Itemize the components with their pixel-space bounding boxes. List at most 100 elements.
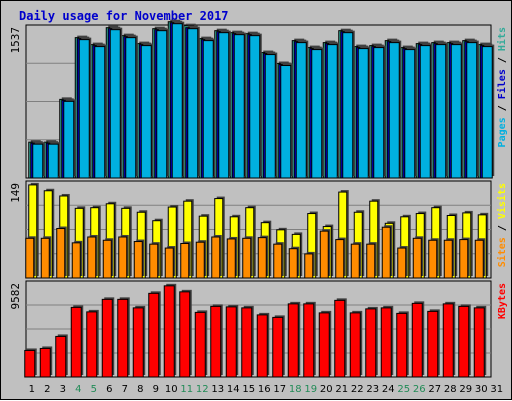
- bar-pages-day-22: [357, 48, 369, 179]
- bar-kbytes-day-18: [287, 303, 299, 378]
- bar-sites-day-26: [412, 237, 422, 279]
- bar-sites-day-4: [71, 242, 81, 279]
- series-legend-middle: Sites / Visits: [496, 183, 508, 267]
- series-legend-bottom: KBytes: [497, 283, 508, 319]
- bar-pages-day-26: [419, 45, 431, 179]
- x-tick-label-day-4: 4: [75, 384, 81, 395]
- bar-kbytes-day-4: [70, 306, 82, 378]
- y-tick-label-bottom: 9582: [9, 283, 22, 310]
- bar-kbytes-day-23: [365, 308, 377, 378]
- x-tick-label-day-11: 11: [180, 384, 193, 395]
- legend-text: /: [497, 99, 508, 117]
- x-tick-label-day-1: 1: [29, 384, 35, 395]
- bar-pages-day-2: [47, 143, 59, 179]
- y-tick-label-middle: 149: [9, 183, 22, 203]
- bar-pages-day-1: [32, 143, 44, 179]
- bar-pages-day-15: [249, 35, 261, 179]
- x-tick-label-day-28: 28: [444, 384, 457, 395]
- bar-pages-day-17: [280, 65, 292, 179]
- x-tick-label-day-29: 29: [459, 384, 472, 395]
- bar-sites-day-22: [350, 243, 360, 279]
- bar-sites-day-24: [381, 226, 391, 279]
- x-tick-label-day-14: 14: [227, 384, 240, 395]
- x-tick-label-day-19: 19: [304, 384, 317, 395]
- bar-sites-day-29: [459, 239, 469, 279]
- bar-kbytes-day-14: [225, 306, 237, 378]
- legend-text: Files: [496, 69, 508, 99]
- x-tick-label-day-30: 30: [475, 384, 488, 395]
- legend-text: Sites: [496, 237, 508, 267]
- bar-pages-day-18: [295, 42, 307, 179]
- y-tick-label-top: 1537: [9, 27, 22, 54]
- bar-kbytes-day-2: [39, 347, 51, 378]
- x-tick-label-day-12: 12: [196, 384, 209, 395]
- bar-kbytes-day-12: [194, 311, 206, 378]
- x-tick-label-day-13: 13: [211, 384, 224, 395]
- x-tick-label-day-9: 9: [153, 384, 159, 395]
- legend-text: KBytes: [497, 283, 508, 319]
- bar-kbytes-day-30: [473, 307, 485, 378]
- bar-pages-day-16: [264, 54, 276, 179]
- bar-pages-day-28: [450, 44, 462, 179]
- x-tick-label-day-15: 15: [242, 384, 255, 395]
- x-tick-label-day-31: 31: [490, 384, 503, 395]
- bar-kbytes-day-16: [256, 314, 268, 378]
- bar-sites-day-23: [366, 243, 376, 279]
- bar-pages-day-5: [94, 46, 106, 179]
- bar-sites-day-3: [56, 228, 66, 279]
- x-tick-label-day-25: 25: [397, 384, 410, 395]
- bar-sites-day-15: [242, 237, 252, 279]
- bar-sites-day-11: [180, 242, 190, 279]
- x-tick-label-day-8: 8: [137, 384, 143, 395]
- legend-text: Hits: [496, 27, 508, 51]
- x-tick-label-day-24: 24: [382, 384, 395, 395]
- bar-pages-day-19: [311, 49, 323, 179]
- bar-sites-day-21: [335, 239, 345, 279]
- legend-text: Pages: [497, 117, 508, 147]
- x-tick-label-day-16: 16: [258, 384, 271, 395]
- bar-pages-day-12: [202, 40, 214, 179]
- legend-text: Visits: [496, 183, 508, 219]
- bar-kbytes-day-29: [458, 305, 470, 378]
- bar-pages-day-14: [233, 34, 245, 179]
- bar-kbytes-day-20: [318, 312, 330, 378]
- bar-kbytes-day-24: [380, 307, 392, 378]
- bar-sites-day-5: [87, 236, 97, 279]
- bar-pages-day-11: [187, 28, 199, 179]
- x-tick-label-day-20: 20: [320, 384, 333, 395]
- bar-sites-day-13: [211, 236, 221, 279]
- bar-kbytes-day-21: [334, 299, 346, 378]
- legend-text: /: [497, 51, 508, 69]
- bar-kbytes-day-6: [101, 298, 113, 378]
- bar-sites-day-2: [40, 237, 50, 279]
- bar-kbytes-day-8: [132, 307, 144, 378]
- bar-pages-day-7: [125, 37, 137, 179]
- bar-kbytes-day-7: [117, 298, 129, 378]
- bar-kbytes-day-17: [272, 316, 284, 378]
- bar-sites-day-14: [226, 238, 236, 279]
- bar-pages-day-23: [373, 47, 385, 179]
- bar-pages-day-3: [63, 100, 75, 179]
- bar-sites-day-10: [164, 247, 174, 279]
- bar-kbytes-day-15: [241, 307, 253, 378]
- bar-sites-day-1: [25, 237, 35, 279]
- x-tick-label-day-21: 21: [335, 384, 348, 395]
- bar-pages-day-30: [481, 46, 493, 179]
- legend-text: /: [497, 219, 508, 237]
- bar-kbytes-day-28: [442, 303, 454, 378]
- bar-sites-day-8: [133, 241, 143, 279]
- bar-kbytes-day-13: [210, 305, 222, 378]
- bar-sites-day-9: [149, 243, 159, 279]
- bar-sites-day-18: [288, 248, 298, 279]
- bar-sites-day-20: [319, 230, 329, 279]
- chart-title: Daily usage for November 2017: [19, 9, 229, 23]
- bar-sites-day-7: [118, 236, 128, 279]
- x-tick-label-day-3: 3: [60, 384, 66, 395]
- bar-sites-day-19: [304, 253, 314, 279]
- bar-pages-day-24: [388, 42, 400, 179]
- bar-pages-day-8: [140, 45, 152, 179]
- x-tick-label-day-18: 18: [289, 384, 302, 395]
- bar-kbytes-day-11: [179, 291, 191, 378]
- x-tick-label-day-2: 2: [44, 384, 50, 395]
